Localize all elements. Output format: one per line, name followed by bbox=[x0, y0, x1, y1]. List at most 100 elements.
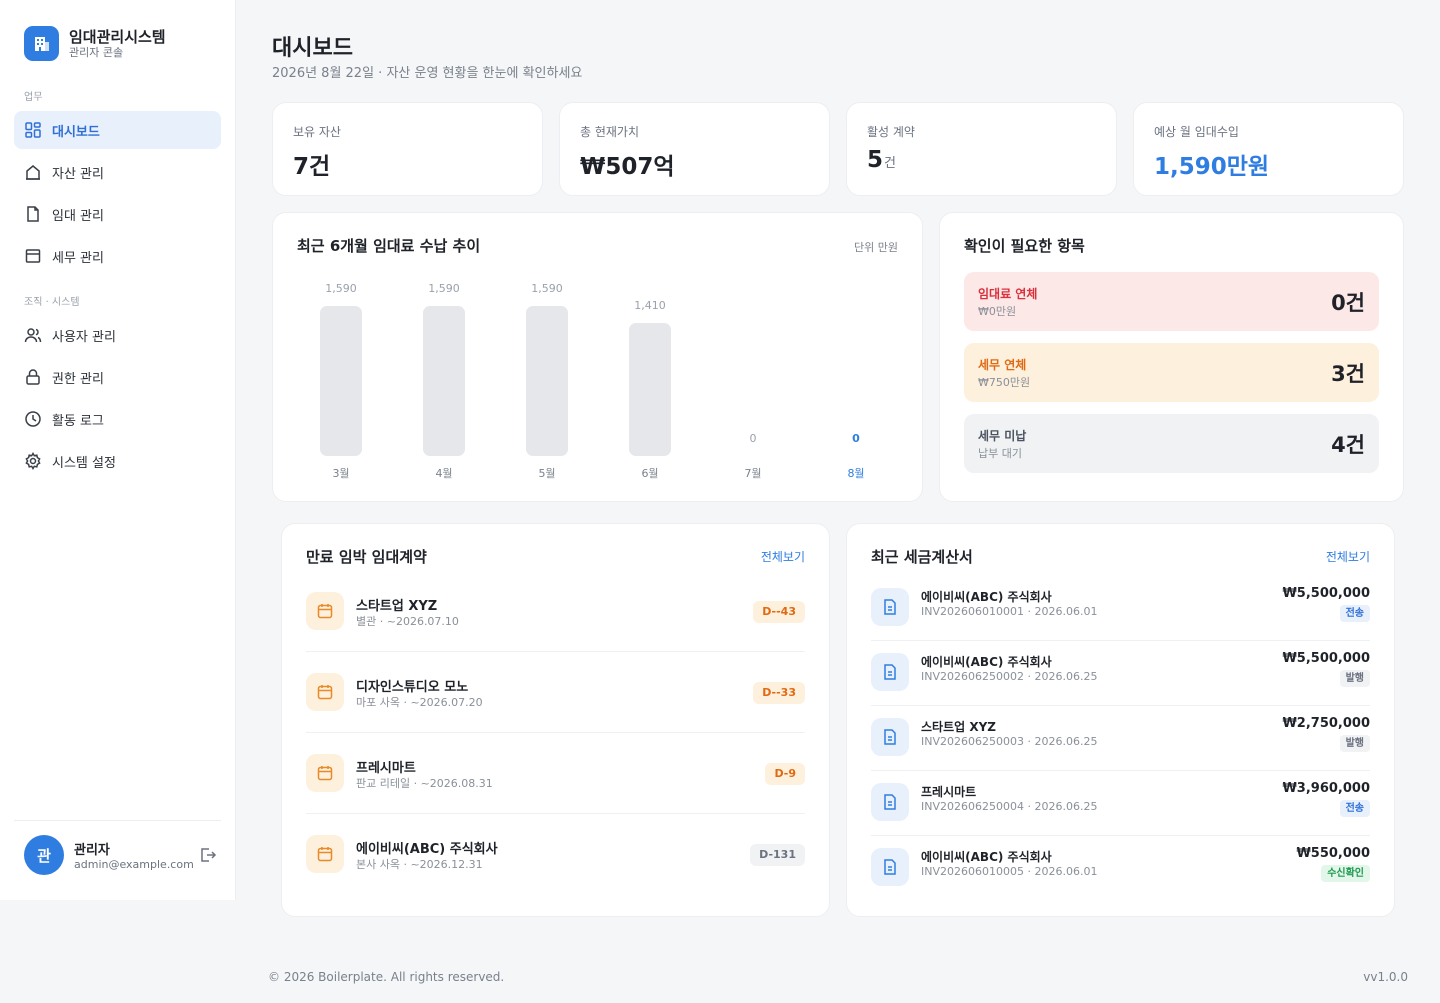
table-row[interactable]: 스타트업 XYZ INV202606250003 · 2026.06.25 ₩2… bbox=[871, 706, 1370, 771]
sidebar: 임대관리시스템 관리자 콘솔 업무 대시보드 자산 관리 임대 관리 세무 관리… bbox=[0, 0, 236, 900]
sidebar-item-label: 임대 관리 bbox=[52, 208, 104, 224]
dday-badge: D-9 bbox=[765, 763, 805, 785]
alert-title: 임대료 연체 bbox=[978, 287, 1038, 301]
sidebar-item-label: 자산 관리 bbox=[52, 166, 104, 182]
invoice-amount: ₩550,000 bbox=[1296, 846, 1370, 861]
status-badge: 수신확인 bbox=[1321, 865, 1370, 882]
chart-value-label: 1,590 bbox=[325, 282, 357, 295]
dday-badge: D-131 bbox=[750, 844, 805, 866]
invoice-company: 에이비씨(ABC) 주식회사 bbox=[921, 590, 1052, 604]
page-title: 대시보드 bbox=[272, 36, 353, 61]
alert-rent-overdue[interactable]: 임대료 연체 ₩0만원 0건 bbox=[964, 272, 1379, 331]
alert-sub: ₩750만원 bbox=[978, 376, 1031, 389]
stat-value: ₩507억 bbox=[580, 154, 675, 180]
avatar[interactable]: 관 bbox=[24, 835, 64, 875]
invoices-view-all-link[interactable]: 전체보기 bbox=[1325, 550, 1370, 564]
footer-version: vv1.0.0 bbox=[1363, 970, 1408, 984]
list-item[interactable]: 스타트업 XYZ 별관 · ~2026.07.10 D--43 bbox=[306, 571, 805, 652]
calendar-icon bbox=[306, 754, 344, 792]
sidebar-item-users[interactable]: 사용자 관리 bbox=[14, 316, 221, 354]
stat-label: 보유 자산 bbox=[293, 125, 341, 139]
table-row[interactable]: 에이비씨(ABC) 주식회사 INV202606010001 · 2026.06… bbox=[871, 576, 1370, 641]
expiring-leases-card: 만료 임박 임대계약 전체보기 스타트업 XYZ 별관 · ~2026.07.1… bbox=[281, 523, 830, 917]
stat-label: 총 현재가치 bbox=[580, 125, 640, 139]
sidebar-item-label: 시스템 설정 bbox=[52, 455, 116, 471]
sidebar-item-tax[interactable]: 세무 관리 bbox=[14, 237, 221, 275]
chart-bar[interactable] bbox=[526, 306, 568, 456]
sidebar-item-label: 세무 관리 bbox=[52, 250, 104, 266]
alert-tax-overdue[interactable]: 세무 연체 ₩750만원 3건 bbox=[964, 343, 1379, 402]
calendar-icon bbox=[306, 835, 344, 873]
chart-value-label: 0 bbox=[852, 432, 860, 445]
chart-bar[interactable] bbox=[629, 322, 671, 456]
logout-icon[interactable] bbox=[198, 845, 218, 865]
invoice-number-date: INV202606010001 · 2026.06.01 bbox=[921, 605, 1098, 618]
stat-value: 7건 bbox=[293, 154, 331, 180]
list-item[interactable]: 디자인스튜디오 모노 마포 사옥 · ~2026.07.20 D--33 bbox=[306, 652, 805, 733]
sidebar-item-permissions[interactable]: 권한 관리 bbox=[14, 358, 221, 396]
attention-title: 확인이 필요한 항목 bbox=[964, 237, 1085, 255]
table-row[interactable]: 에이비씨(ABC) 주식회사 INV202606010005 · 2026.06… bbox=[871, 836, 1370, 901]
chart-bar[interactable] bbox=[423, 306, 465, 456]
sidebar-item-label: 권한 관리 bbox=[52, 371, 104, 387]
chart-category-label: 3월 bbox=[332, 467, 349, 480]
lease-tenant: 디자인스튜디오 모노 bbox=[356, 680, 469, 695]
document-icon bbox=[27, 206, 39, 222]
alert-sub: ₩0만원 bbox=[978, 305, 1017, 318]
alert-count: 0건 bbox=[1331, 291, 1365, 315]
alert-tax-unpaid[interactable]: 세무 미납 납부 대기 4건 bbox=[964, 414, 1379, 473]
rent-trend-card: 최근 6개월 임대료 수납 추이 단위 만원 1,590 3월 1,590 4월 1,5… bbox=[272, 212, 923, 502]
dashboard-icon bbox=[25, 122, 41, 138]
chart-value-label: 1,590 bbox=[531, 282, 563, 295]
invoice-company: 스타트업 XYZ bbox=[921, 720, 996, 734]
list-item[interactable]: 에이비씨(ABC) 주식회사 본사 사옥 · ~2026.12.31 D-131 bbox=[306, 814, 805, 895]
sidebar-item-assets[interactable]: 자산 관리 bbox=[14, 153, 221, 191]
chart-bar[interactable] bbox=[320, 306, 362, 456]
stat-label: 예상 월 임대수입 bbox=[1154, 125, 1239, 139]
nav-section-org: 조직 · 시스템 bbox=[24, 297, 80, 308]
calendar-icon bbox=[306, 592, 344, 630]
home-icon bbox=[26, 165, 40, 180]
invoice-document-icon bbox=[871, 783, 909, 821]
list-item[interactable]: 프레시마트 판교 리테일 · ~2026.08.31 D-9 bbox=[306, 733, 805, 814]
stat-value: 1,590만원 bbox=[1154, 154, 1270, 180]
alert-sub: 납부 대기 bbox=[978, 447, 1022, 460]
invoice-document-icon bbox=[871, 718, 909, 756]
sidebar-item-label: 사용자 관리 bbox=[52, 329, 116, 345]
chart-category-label: 8월 bbox=[847, 467, 864, 480]
recent-invoices-card: 최근 세금계산서 전체보기 에이비씨(ABC) 주식회사 INV20260601… bbox=[846, 523, 1395, 917]
dday-badge: D--33 bbox=[753, 682, 805, 704]
user-profile: 관 관리자 admin@example.com bbox=[14, 820, 221, 875]
alert-count: 3건 bbox=[1331, 362, 1365, 386]
sidebar-item-activity-log[interactable]: 활동 로그 bbox=[14, 400, 221, 438]
invoice-amount: ₩3,960,000 bbox=[1282, 781, 1370, 796]
ledger-icon bbox=[25, 249, 41, 263]
lease-detail: 본사 사옥 · ~2026.12.31 bbox=[356, 858, 483, 871]
brand[interactable]: 임대관리시스템 관리자 콘솔 bbox=[24, 26, 166, 61]
stat-unit: 건 bbox=[884, 156, 896, 171]
table-row[interactable]: 프레시마트 INV202606250004 · 2026.06.25 ₩3,96… bbox=[871, 771, 1370, 836]
sidebar-item-label: 대시보드 bbox=[52, 124, 100, 140]
lock-icon bbox=[26, 369, 40, 385]
stat-card-value: 총 현재가치 ₩507억 bbox=[559, 102, 830, 196]
user-email: admin@example.com bbox=[74, 858, 194, 871]
table-row[interactable]: 에이비씨(ABC) 주식회사 INV202606250002 · 2026.06… bbox=[871, 641, 1370, 706]
invoice-company: 에이비씨(ABC) 주식회사 bbox=[921, 655, 1052, 669]
invoice-amount: ₩2,750,000 bbox=[1282, 716, 1370, 731]
chart-value-label: 1,410 bbox=[634, 299, 666, 312]
alert-title: 세무 미납 bbox=[978, 429, 1027, 443]
sidebar-item-dashboard[interactable]: 대시보드 bbox=[14, 111, 221, 149]
sidebar-item-settings[interactable]: 시스템 설정 bbox=[14, 442, 221, 480]
invoice-number-date: INV202606250002 · 2026.06.25 bbox=[921, 670, 1098, 683]
invoice-amount: ₩5,500,000 bbox=[1282, 586, 1370, 601]
leases-view-all-link[interactable]: 전체보기 bbox=[760, 550, 805, 564]
sidebar-item-leases[interactable]: 임대 관리 bbox=[14, 195, 221, 233]
calendar-icon bbox=[306, 673, 344, 711]
lease-detail: 마포 사옥 · ~2026.07.20 bbox=[356, 696, 483, 709]
alert-title: 세무 연체 bbox=[978, 358, 1027, 372]
clock-icon bbox=[25, 411, 41, 427]
leases-title: 만료 임박 임대계약 bbox=[306, 548, 427, 566]
stat-value: 5건 bbox=[867, 147, 896, 173]
brand-subtitle: 관리자 콘솔 bbox=[69, 45, 124, 59]
status-badge: 전송 bbox=[1339, 605, 1370, 622]
